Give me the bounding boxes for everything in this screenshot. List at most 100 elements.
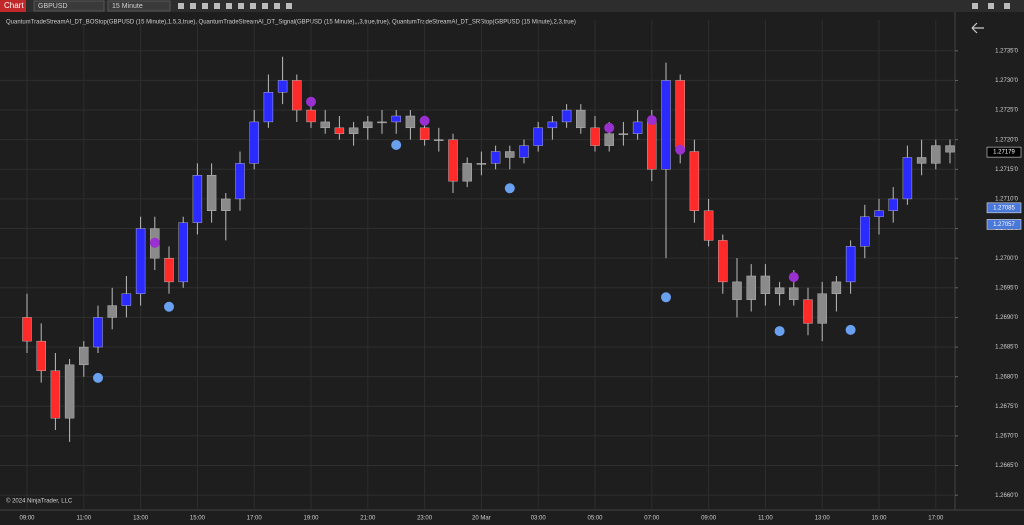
x-tick-label: 17:00	[928, 516, 944, 522]
signal-dot	[419, 115, 430, 126]
candle-body	[462, 163, 472, 182]
candle-body	[902, 157, 913, 200]
candle-body	[419, 127, 430, 140]
candle-body	[277, 80, 288, 93]
candle-body	[590, 127, 600, 146]
y-tick-label: 1.2685'0	[995, 345, 1018, 351]
candle-body	[505, 151, 515, 158]
y-tick-label: 1.2680'0	[995, 374, 1018, 380]
candle-body	[377, 121, 387, 124]
y-tick-label: 1.2665'0	[995, 463, 1018, 469]
candle-body	[661, 80, 671, 170]
signal-dot	[391, 140, 402, 151]
candle-body	[348, 127, 359, 134]
signal-dot	[604, 122, 615, 133]
candle-body	[107, 305, 117, 318]
candle-body	[306, 109, 316, 123]
candle-body	[817, 293, 827, 324]
candle-body	[803, 299, 813, 324]
candle-body	[746, 275, 756, 300]
candle-body	[135, 228, 146, 294]
price-marker	[986, 202, 1022, 214]
y-tick-label: 1.2700'0	[995, 256, 1018, 262]
signal-dot	[774, 326, 785, 337]
candle-body	[206, 175, 217, 211]
candle-body	[363, 121, 373, 129]
tab-label[interactable]: Chart	[4, 1, 24, 10]
candle-body	[774, 287, 785, 294]
x-tick-label: 17:00	[247, 516, 263, 522]
candle-body	[760, 275, 771, 294]
signal-dot	[306, 96, 316, 107]
candle-body	[292, 80, 302, 111]
candle-body	[618, 133, 629, 135]
x-tick-label: 11:00	[77, 516, 92, 522]
copyright: © 2024 NinjaTrader, LLC	[6, 498, 73, 505]
y-tick-label: 1.2660'0	[995, 493, 1018, 499]
candle-body	[192, 175, 203, 223]
candle-body	[874, 210, 884, 217]
candle-body	[533, 127, 543, 146]
candle-body	[675, 80, 685, 152]
candle-body	[221, 198, 231, 211]
y-tick-label: 1.2675'0	[995, 404, 1018, 410]
signal-dot	[845, 324, 856, 335]
candle-body	[519, 145, 529, 158]
instrument-box[interactable]	[33, 0, 105, 12]
interval[interactable]: 15 Minute	[112, 3, 143, 10]
candle-body	[576, 109, 586, 129]
y-tick-label: 1.2695'0	[995, 285, 1018, 291]
x-tick-label: 11:00	[758, 516, 773, 522]
y-tick-label: 1.2670'0	[995, 434, 1018, 440]
candle-body	[448, 139, 458, 182]
indicator-list: QuantumTradeStreamAI_DT_BOStop(GBPUSD (1…	[6, 20, 576, 26]
x-tick-label: 20 Mar	[472, 516, 491, 522]
candle-body	[64, 364, 75, 419]
toolbar-icons[interactable]	[178, 3, 1010, 9]
signal-dot	[661, 292, 671, 303]
x-tick-label: 07:00	[644, 516, 660, 522]
x-tick-label: 05:00	[587, 516, 603, 522]
candle-body	[632, 121, 643, 134]
candle-body	[547, 121, 558, 129]
candle-body	[931, 145, 941, 164]
x-tick-label: 03:00	[531, 516, 547, 522]
candle-body	[860, 216, 870, 247]
candle-body	[789, 287, 799, 300]
signal-dot	[93, 372, 103, 383]
back-arrow[interactable]	[971, 22, 984, 34]
candle-body	[79, 346, 89, 366]
candle-body	[36, 340, 46, 371]
x-tick-label: 19:00	[303, 516, 319, 522]
y-tick-label: 1.2715'0	[995, 167, 1018, 173]
y-tick-label: 1.2710'0	[995, 197, 1018, 203]
candle-body	[490, 151, 501, 164]
price-marker-label: 1.27179	[993, 150, 1015, 156]
signal-dot	[675, 144, 686, 155]
instrument[interactable]: GBPUSD	[38, 3, 68, 10]
x-tick-label: 13:00	[133, 516, 149, 522]
candle-body	[476, 163, 487, 165]
x-tick-label: 13:00	[815, 516, 831, 522]
y-tick-label: 1.2735'0	[995, 48, 1018, 54]
signal-dot	[646, 115, 657, 126]
candle-body	[916, 157, 927, 164]
interval-box[interactable]	[107, 0, 171, 12]
price-marker	[986, 219, 1022, 230]
candle-body	[121, 293, 132, 306]
candle-body	[93, 317, 103, 348]
signal-dot	[504, 183, 515, 194]
signal-dot	[149, 237, 160, 248]
candle-body	[703, 210, 714, 241]
x-tick-label: 09:00	[19, 516, 35, 522]
candle-body	[178, 222, 188, 283]
candle-body	[647, 121, 657, 170]
candle-body	[945, 145, 955, 153]
candle-body	[164, 257, 174, 283]
candle-body	[561, 109, 572, 123]
chart-tab[interactable]	[0, 0, 26, 12]
candle-body	[888, 198, 898, 211]
price-marker-label: 1.27057	[993, 222, 1015, 228]
x-tick-label: 15:00	[871, 516, 887, 522]
